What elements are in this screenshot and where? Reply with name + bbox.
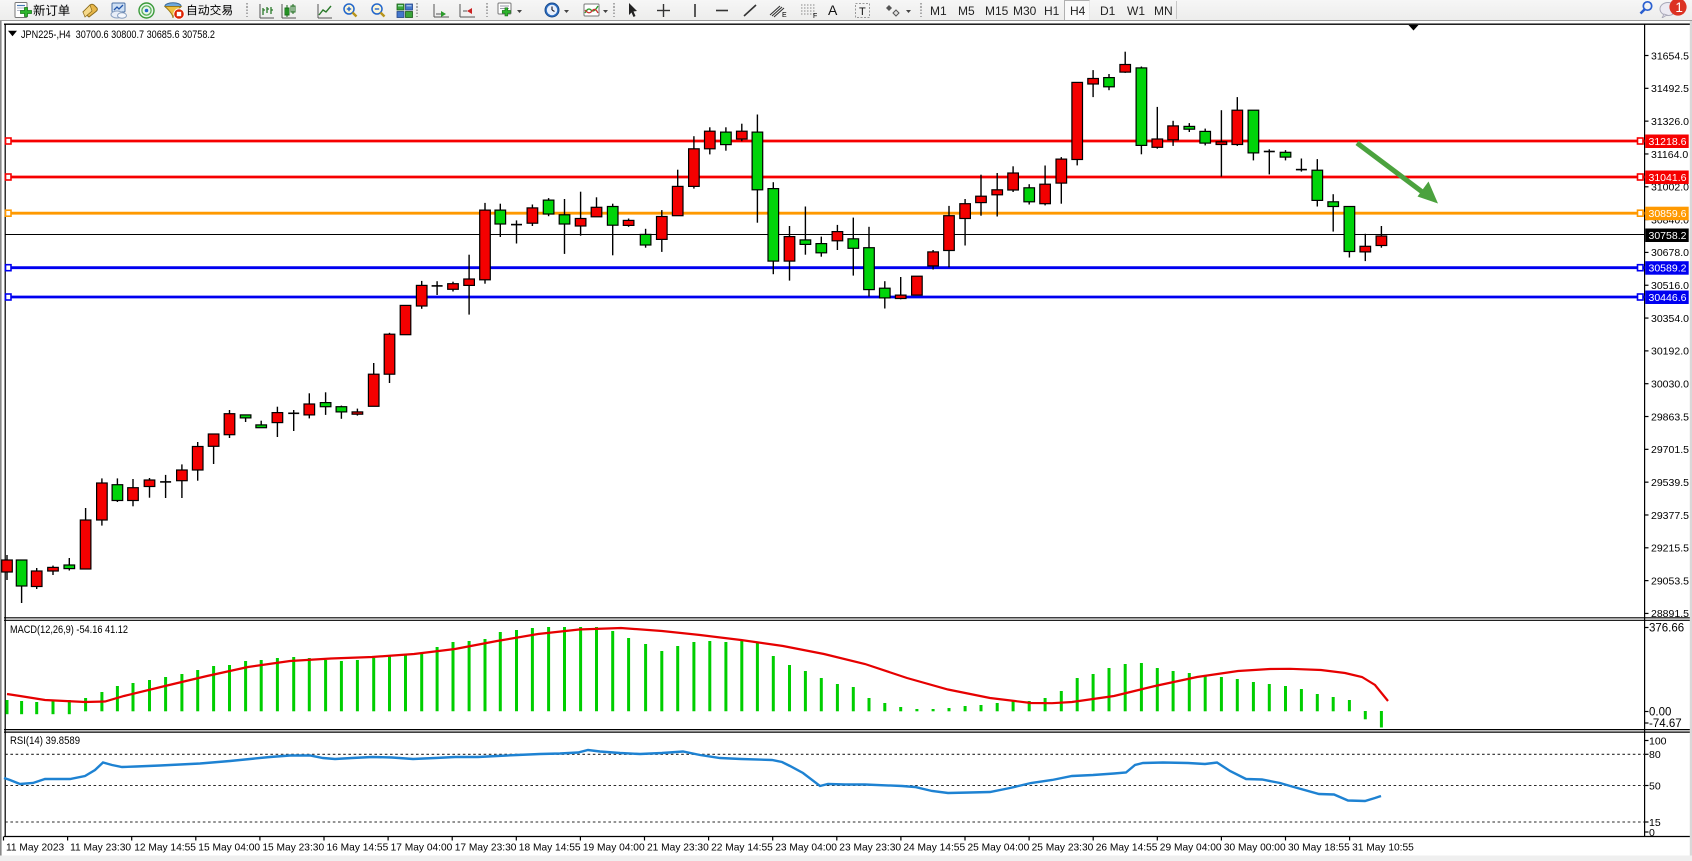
svg-text:29377.5: 29377.5 [1651, 510, 1689, 522]
svg-text:29 May 04:00: 29 May 04:00 [1160, 843, 1222, 854]
svg-text:30192.0: 30192.0 [1651, 346, 1689, 358]
svg-text:24 May 14:55: 24 May 14:55 [903, 843, 965, 854]
svg-text:0: 0 [1649, 827, 1655, 839]
svg-text:29215.5: 29215.5 [1651, 543, 1689, 555]
svg-text:31218.6: 31218.6 [1649, 136, 1687, 148]
svg-text:23 May 04:00: 23 May 04:00 [775, 843, 837, 854]
svg-text:29701.5: 29701.5 [1651, 444, 1689, 456]
svg-text:31654.5: 31654.5 [1651, 50, 1689, 62]
svg-text:16 May 14:55: 16 May 14:55 [327, 843, 389, 854]
svg-text:30516.0: 30516.0 [1651, 280, 1689, 292]
svg-text:100: 100 [1649, 735, 1667, 747]
svg-text:30 May 18:55: 30 May 18:55 [1288, 843, 1350, 854]
svg-text:30446.6: 30446.6 [1649, 292, 1687, 304]
svg-text:RSI(14) 39.8589: RSI(14) 39.8589 [10, 735, 80, 747]
svg-text:1: 1 [1675, 0, 1683, 15]
svg-text:21 May 23:30: 21 May 23:30 [647, 843, 709, 854]
svg-text:50: 50 [1649, 780, 1661, 792]
svg-text:17 May 23:30: 17 May 23:30 [455, 843, 517, 854]
svg-text:29539.5: 29539.5 [1651, 477, 1689, 489]
svg-text:15 May 23:30: 15 May 23:30 [262, 843, 324, 854]
svg-text:30030.0: 30030.0 [1651, 379, 1689, 391]
svg-text:28891.5: 28891.5 [1651, 608, 1689, 620]
svg-text:29053.5: 29053.5 [1651, 575, 1689, 587]
svg-text:376.66: 376.66 [1649, 623, 1684, 635]
svg-text:31326.0: 31326.0 [1651, 116, 1689, 128]
svg-text:80: 80 [1649, 749, 1661, 761]
svg-text:E: E [782, 12, 787, 19]
svg-text:MACD(12,26,9) -54.16 41.12: MACD(12,26,9) -54.16 41.12 [10, 624, 128, 636]
svg-text:11 May 23:30: 11 May 23:30 [70, 843, 131, 854]
svg-text:18 May 14:55: 18 May 14:55 [519, 843, 581, 854]
svg-text:15: 15 [1649, 817, 1661, 829]
svg-text:30 May 00:00: 30 May 00:00 [1224, 843, 1286, 854]
svg-text:19 May 04:00: 19 May 04:00 [583, 843, 645, 854]
svg-text:30678.0: 30678.0 [1651, 247, 1689, 259]
svg-text:31 May 10:55: 31 May 10:55 [1352, 843, 1414, 854]
svg-text:30354.0: 30354.0 [1651, 313, 1689, 325]
svg-text:26 May 14:55: 26 May 14:55 [1096, 843, 1158, 854]
svg-text:11 May 2023: 11 May 2023 [6, 843, 64, 854]
svg-text:22 May 14:55: 22 May 14:55 [711, 843, 773, 854]
svg-text:31041.6: 31041.6 [1649, 172, 1687, 184]
svg-text:29863.5: 29863.5 [1651, 411, 1689, 423]
svg-text:JPN225-,H4 30700.6 30800.7 30: JPN225-,H4 30700.6 30800.7 30685.6 30758… [21, 29, 215, 41]
svg-text:23 May 23:30: 23 May 23:30 [839, 843, 901, 854]
svg-text:30589.2: 30589.2 [1649, 263, 1687, 275]
svg-text:25 May 04:00: 25 May 04:00 [968, 843, 1030, 854]
svg-text:31002.0: 31002.0 [1651, 182, 1689, 194]
svg-text:T: T [859, 6, 866, 18]
svg-text:30758.2: 30758.2 [1649, 230, 1687, 242]
svg-text:15 May 04:00: 15 May 04:00 [198, 843, 260, 854]
svg-text:31492.5: 31492.5 [1651, 83, 1689, 95]
svg-text:0.00: 0.00 [1649, 707, 1671, 719]
svg-text:12 May 14:55: 12 May 14:55 [134, 843, 196, 854]
svg-text:25 May 23:30: 25 May 23:30 [1032, 843, 1094, 854]
svg-text:31164.0: 31164.0 [1651, 149, 1688, 161]
svg-text:17 May 04:00: 17 May 04:00 [391, 843, 453, 854]
svg-text:30859.6: 30859.6 [1649, 208, 1687, 220]
svg-text:-74.67: -74.67 [1649, 718, 1682, 730]
svg-text:F: F [813, 13, 817, 19]
